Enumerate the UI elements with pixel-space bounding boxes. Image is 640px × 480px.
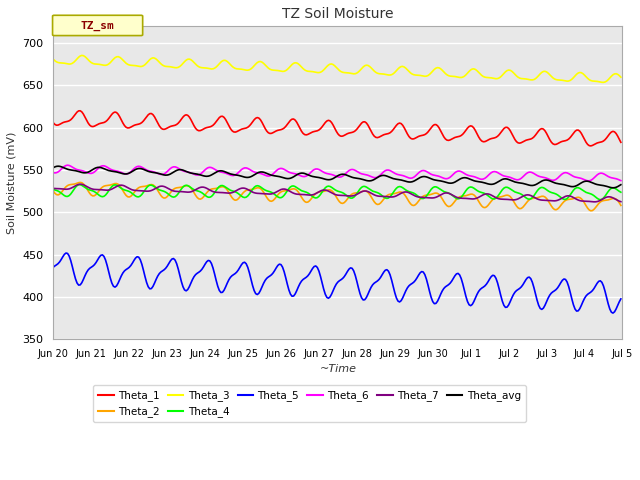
Theta_4 <box>220 183 228 189</box>
Theta_7 <box>220 190 228 196</box>
Theta_7 <box>300 192 307 197</box>
Theta_5 <box>587 289 595 295</box>
Theta_avg <box>54 163 62 169</box>
Y-axis label: Soil Moisture (mV): Soil Moisture (mV) <box>7 132 17 234</box>
FancyBboxPatch shape <box>52 15 143 36</box>
Theta_3 <box>249 65 257 71</box>
Theta_1 <box>49 120 57 126</box>
Theta_1 <box>587 143 595 149</box>
Theta_5 <box>121 268 129 274</box>
Text: TZ_sm: TZ_sm <box>81 20 115 31</box>
Theta_5 <box>239 260 247 265</box>
Line: Theta_4: Theta_4 <box>53 185 621 200</box>
Line: Theta_1: Theta_1 <box>53 111 621 146</box>
Theta_7 <box>239 185 247 191</box>
Theta_4 <box>121 187 129 193</box>
Theta_7 <box>617 199 625 204</box>
Theta_3 <box>49 57 57 62</box>
Theta_3 <box>300 66 307 72</box>
Theta_3 <box>587 78 595 84</box>
Theta_avg <box>617 182 625 188</box>
Theta_2 <box>249 186 257 192</box>
Theta_5 <box>300 276 307 282</box>
Theta_7 <box>76 181 84 187</box>
Theta_3 <box>239 67 247 72</box>
Theta_6 <box>589 177 596 182</box>
Theta_4 <box>49 187 57 192</box>
Line: Theta_6: Theta_6 <box>53 165 621 181</box>
Line: Theta_2: Theta_2 <box>53 182 621 211</box>
Theta_4 <box>76 182 84 188</box>
Line: Theta_7: Theta_7 <box>53 184 621 202</box>
Theta_6 <box>49 170 57 176</box>
Theta_6 <box>220 170 228 176</box>
Theta_7 <box>49 185 57 191</box>
Theta_4 <box>239 194 247 200</box>
Theta_6 <box>617 178 625 183</box>
Theta_2 <box>239 190 247 196</box>
X-axis label: ~Time: ~Time <box>319 364 356 374</box>
Theta_4 <box>249 187 257 192</box>
Theta_7 <box>249 189 257 195</box>
Theta_avg <box>587 179 595 185</box>
Theta_1 <box>617 139 625 145</box>
Theta_1 <box>121 123 129 129</box>
Theta_avg <box>220 168 228 174</box>
Line: Theta_avg: Theta_avg <box>53 166 621 188</box>
Theta_2 <box>49 188 57 194</box>
Theta_1 <box>300 131 307 136</box>
Theta_2 <box>121 191 129 196</box>
Theta_2 <box>76 180 84 185</box>
Theta_6 <box>64 162 72 168</box>
Theta_7 <box>587 199 595 204</box>
Theta_5 <box>220 287 228 293</box>
Theta_4 <box>596 197 604 203</box>
Theta_5 <box>609 310 617 316</box>
Theta_avg <box>249 173 257 179</box>
Theta_6 <box>249 168 257 174</box>
Theta_4 <box>300 188 307 194</box>
Theta_avg <box>609 185 617 191</box>
Theta_1 <box>239 126 247 132</box>
Theta_avg <box>121 171 129 177</box>
Theta_7 <box>121 183 129 189</box>
Theta_7 <box>590 199 598 205</box>
Theta_3 <box>121 59 129 65</box>
Legend: Theta_1, Theta_2, Theta_3, Theta_4, Theta_5, Theta_6, Theta_7, Theta_avg: Theta_1, Theta_2, Theta_3, Theta_4, Thet… <box>93 385 526 422</box>
Theta_5 <box>617 296 625 302</box>
Theta_4 <box>617 189 625 195</box>
Theta_2 <box>617 203 625 208</box>
Theta_6 <box>300 174 307 180</box>
Theta_6 <box>121 171 129 177</box>
Theta_6 <box>239 166 247 171</box>
Theta_2 <box>220 184 228 190</box>
Theta_2 <box>589 208 596 214</box>
Theta_5 <box>62 250 70 256</box>
Theta_5 <box>249 282 257 288</box>
Line: Theta_5: Theta_5 <box>53 253 621 313</box>
Theta_6 <box>586 178 593 184</box>
Theta_3 <box>617 74 625 80</box>
Theta_avg <box>49 165 57 170</box>
Theta_1 <box>589 143 596 148</box>
Theta_3 <box>78 52 86 58</box>
Theta_avg <box>239 174 247 180</box>
Line: Theta_3: Theta_3 <box>53 55 621 83</box>
Theta_avg <box>300 170 307 176</box>
Theta_3 <box>600 80 607 85</box>
Theta_3 <box>220 58 228 63</box>
Theta_1 <box>220 115 228 120</box>
Theta_2 <box>300 197 307 203</box>
Theta_5 <box>49 264 57 270</box>
Theta_1 <box>76 108 84 114</box>
Title: TZ Soil Moisture: TZ Soil Moisture <box>282 7 394 21</box>
Theta_4 <box>587 191 595 197</box>
Theta_2 <box>587 208 595 214</box>
Theta_1 <box>249 119 257 125</box>
